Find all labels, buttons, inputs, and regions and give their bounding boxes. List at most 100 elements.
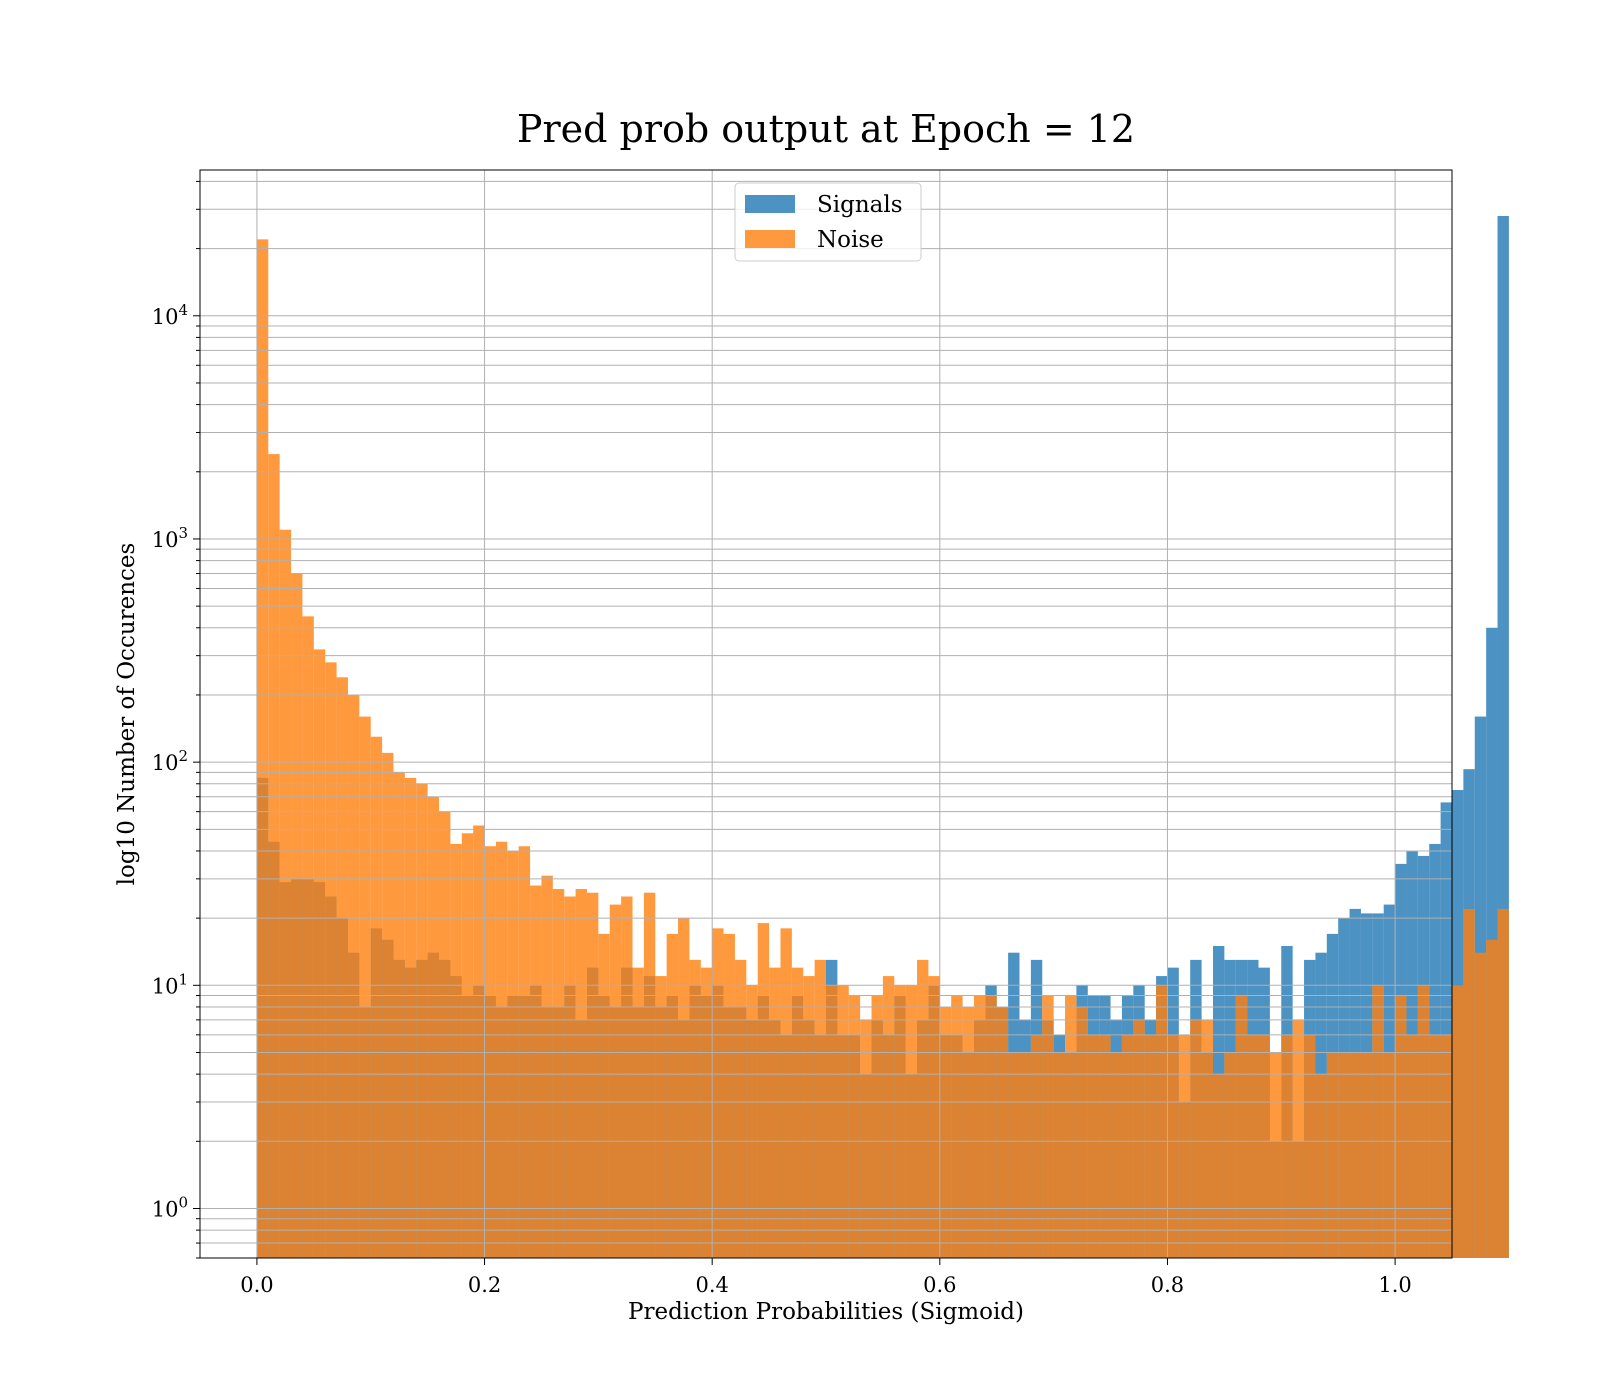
bar-noise: [1030, 1034, 1043, 1258]
bar-noise: [1167, 1034, 1179, 1258]
bar-noise: [1338, 1052, 1350, 1258]
bar-noise: [1053, 1052, 1066, 1258]
bar-noise: [939, 1006, 952, 1258]
bar-noise: [1326, 1052, 1339, 1258]
bar-noise: [1486, 939, 1498, 1258]
bar-noise: [746, 985, 758, 1258]
bar-noise: [1292, 1019, 1305, 1258]
bar-noise: [1497, 908, 1509, 1258]
bar-noise: [1406, 1034, 1418, 1258]
y-tick-label: 101: [152, 970, 188, 998]
bar-noise: [256, 239, 269, 1259]
bar-noise: [996, 1006, 1009, 1258]
bar-noise: [279, 529, 292, 1258]
bar-noise: [1178, 1034, 1191, 1258]
bar-noise: [575, 889, 587, 1258]
bar-noise: [1156, 985, 1168, 1258]
bar-noise: [917, 959, 929, 1258]
bar-noise: [666, 933, 679, 1258]
bar-noise: [643, 892, 656, 1258]
bar-noise: [1247, 1034, 1259, 1258]
bar-noise: [678, 918, 690, 1258]
bar-noise: [1087, 1034, 1100, 1258]
x-tick-label: 0.6: [923, 1273, 956, 1297]
bar-noise: [1360, 1052, 1373, 1258]
bar-noise: [1304, 1034, 1316, 1258]
bar-noise: [302, 616, 314, 1258]
bar-noise: [871, 995, 883, 1258]
bar-noise: [1258, 1034, 1270, 1258]
bar-signals: [1440, 802, 1452, 1258]
x-axis-label: Prediction Probabilities (Sigmoid): [628, 1299, 1024, 1325]
y-tick-label: 103: [152, 524, 188, 552]
bar-noise: [1076, 1006, 1088, 1258]
bar-noise: [1395, 995, 1407, 1258]
bar-noise: [723, 933, 735, 1258]
bar-noise: [791, 967, 804, 1258]
bar-noise: [313, 649, 326, 1258]
bar-noise: [1121, 1034, 1134, 1258]
bar-noise: [632, 967, 644, 1258]
bar-noise: [370, 736, 383, 1258]
y-tick-label: 104: [152, 301, 188, 329]
bar-noise: [826, 985, 838, 1258]
bar-noise: [973, 995, 986, 1258]
bar-noise: [655, 976, 667, 1258]
x-tick-label: 0.4: [695, 1273, 728, 1297]
bar-noise: [1372, 985, 1384, 1258]
bar-noise: [1269, 1052, 1282, 1258]
bar-signals: [1497, 215, 1509, 1259]
bar-noise: [734, 959, 747, 1258]
bar-noise: [416, 783, 428, 1258]
bar-noise: [1042, 995, 1054, 1258]
bar-noise: [769, 967, 781, 1258]
x-tick-label: 0.2: [468, 1273, 501, 1297]
grid-layer: [200, 170, 1452, 1259]
bar-noise: [541, 875, 553, 1258]
bar-noise: [1110, 1052, 1122, 1258]
plot-frame: [199, 169, 1453, 1259]
bar-noise: [905, 985, 918, 1258]
y-tick-label: 102: [152, 747, 188, 775]
bar-noise: [1463, 908, 1475, 1258]
bar-noise: [700, 967, 713, 1258]
bar-noise: [757, 923, 770, 1258]
bar-noise: [552, 889, 565, 1258]
bar-noise: [1019, 1052, 1031, 1258]
bar-noise: [1417, 985, 1430, 1258]
bars-layer: [256, 215, 1509, 1259]
bar-noise: [450, 843, 462, 1258]
bar-noise: [1144, 1034, 1157, 1258]
bar-noise: [837, 985, 849, 1258]
bar-noise: [359, 716, 371, 1258]
bar-noise: [1224, 1052, 1236, 1258]
y-tick-label: 100: [152, 1193, 188, 1221]
bar-noise: [882, 976, 895, 1258]
bar-noise: [689, 959, 701, 1258]
bar-noise: [404, 777, 417, 1258]
chart-title: Pred prob output at Epoch = 12: [517, 107, 1135, 151]
bar-noise: [1008, 1052, 1020, 1258]
bar-noise: [951, 995, 963, 1258]
bar-noise: [347, 694, 360, 1258]
bar-noise: [427, 796, 440, 1258]
bar-noise: [1133, 1019, 1145, 1258]
bar-noise: [1429, 1034, 1441, 1258]
legend-swatch-signals: [745, 195, 795, 213]
legend-swatch-noise: [745, 230, 795, 248]
bar-noise: [461, 833, 474, 1258]
bar-noise: [928, 976, 940, 1258]
bar-noise: [1452, 985, 1464, 1258]
bar-noise: [586, 892, 599, 1258]
bar-noise: [598, 933, 610, 1258]
bar-noise: [1281, 1034, 1293, 1258]
bar-noise: [894, 985, 906, 1258]
bar-noise: [1474, 952, 1487, 1258]
ticks-layer: 0.0 0.2 0.4 0.6 0.8 1.0 100 101 102 103 104: [152, 180, 1412, 1297]
x-tick-label: 0.0: [240, 1273, 273, 1297]
bar-noise: [1190, 1019, 1202, 1258]
bar-noise: [325, 662, 337, 1258]
x-tick-label: 0.8: [1151, 1273, 1184, 1297]
y-axis-label: log10 Number of Occurences: [114, 543, 140, 886]
